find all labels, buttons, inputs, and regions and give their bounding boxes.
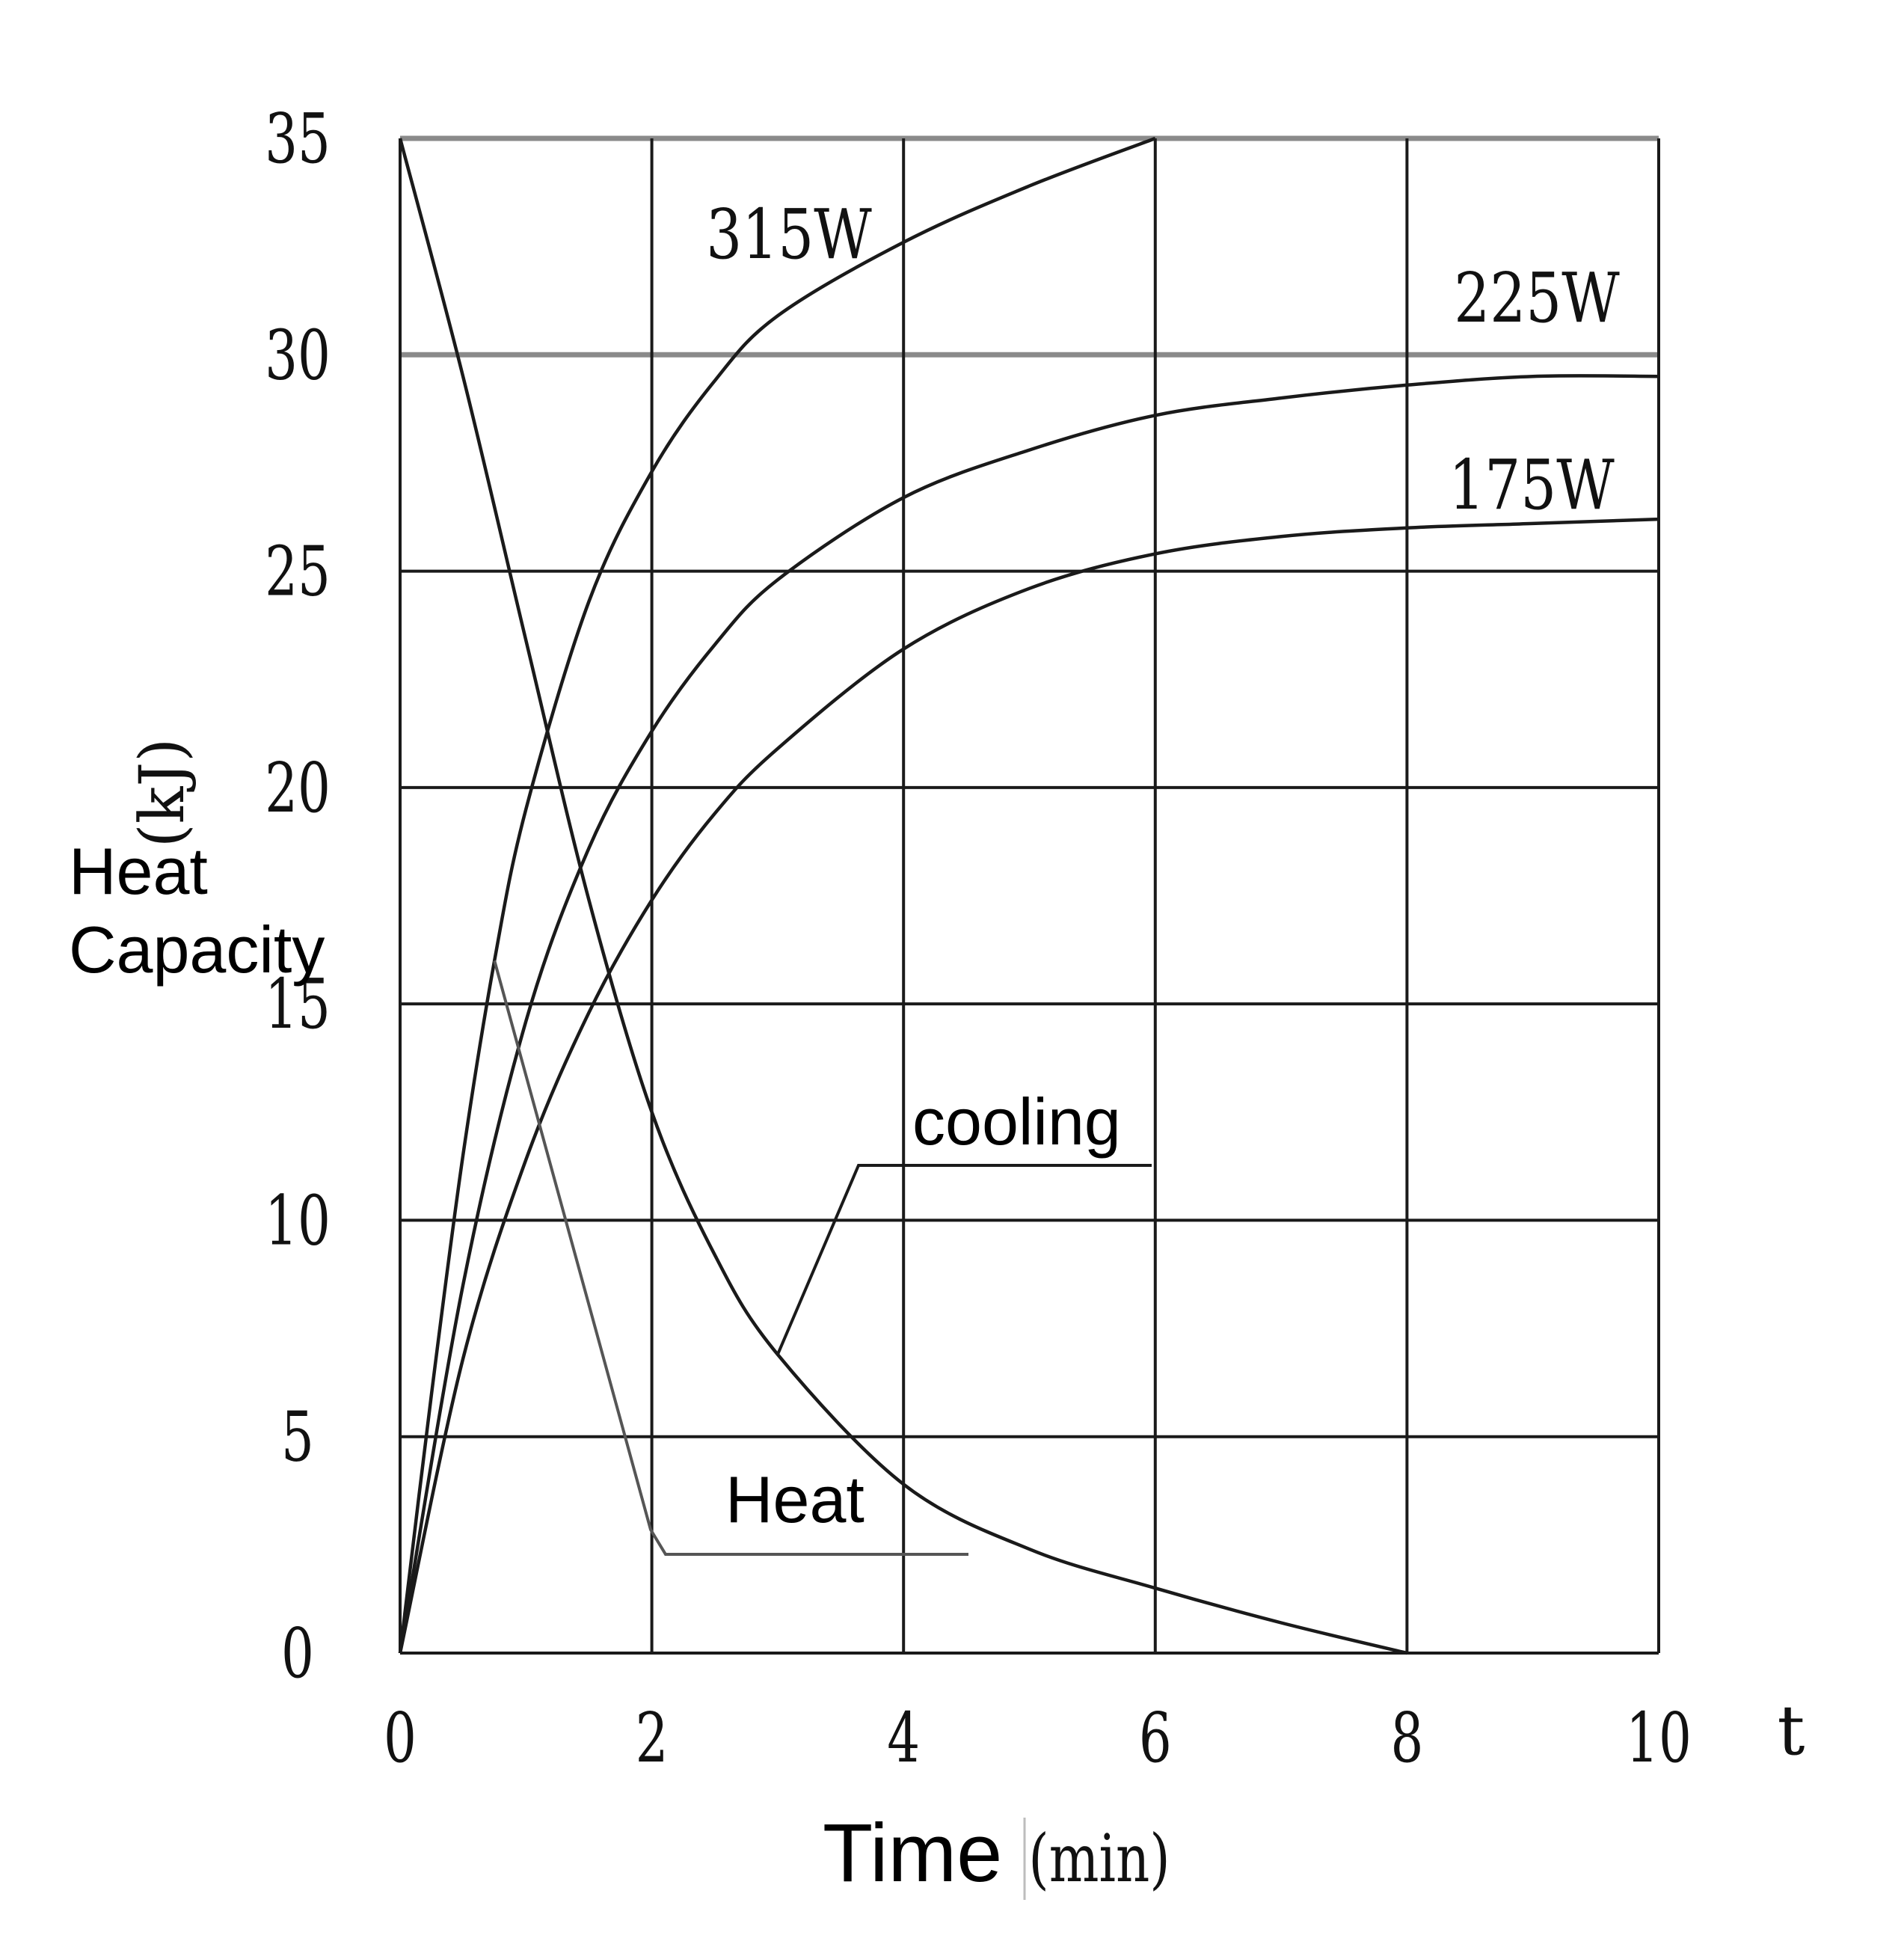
y-tick-label: 35 [265,99,331,179]
series-line-225w [398,374,1659,1654]
plot-annotations [493,960,1152,1556]
plot-grid [399,135,1660,1655]
y-tick-label: 30 [265,316,331,396]
x-tick-label: 0 [384,1699,417,1778]
x-axis-label: Time [823,1807,1002,1899]
y-tick-label: 0 [281,1614,314,1693]
x-tick-label: 10 [1626,1699,1692,1778]
y-tick-label: 10 [265,1182,331,1261]
annotation-cooling-label: cooling [912,1085,1121,1159]
y-tick-label: 20 [265,749,331,828]
x-axis-unit: (min) [1028,1820,1170,1897]
y-tick-label: 25 [265,533,331,612]
series-label-175w: 175W [1449,445,1615,525]
annotation-heat-label: Heat [725,1462,865,1536]
x-tick-label: 4 [887,1699,920,1778]
axis-ticks: 0 5 10 15 20 25 30 35 0 2 4 6 8 10 [265,99,1692,1778]
series-label-225w: 225W [1454,258,1620,338]
series-line-cooling [398,138,1407,1655]
y-tick-label: 15 [265,965,331,1044]
y-tick-label: 5 [281,1398,314,1477]
x-axis-symbol: t [1778,1690,1805,1770]
y-axis-label-line-1: Heat [69,834,208,908]
x-tick-label: 6 [1139,1699,1172,1778]
y-axis-unit: (kJ) [127,738,198,848]
series-line-175w [398,517,1659,1654]
annotation-leader-heat [493,960,968,1556]
series-label-315w: 315W [706,194,872,275]
x-tick-label: 2 [636,1699,669,1778]
y-axis-label-line-2: Capacity [69,913,325,987]
annotation-leader-cooling [776,1164,1152,1355]
plot-curves [398,136,1659,1655]
series-line-315w [398,136,1156,1654]
x-tick-label: 8 [1390,1699,1423,1778]
